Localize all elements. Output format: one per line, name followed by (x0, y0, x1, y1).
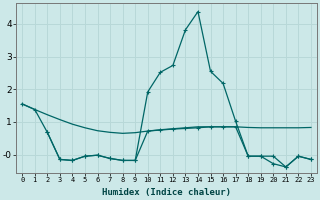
X-axis label: Humidex (Indice chaleur): Humidex (Indice chaleur) (102, 188, 231, 197)
